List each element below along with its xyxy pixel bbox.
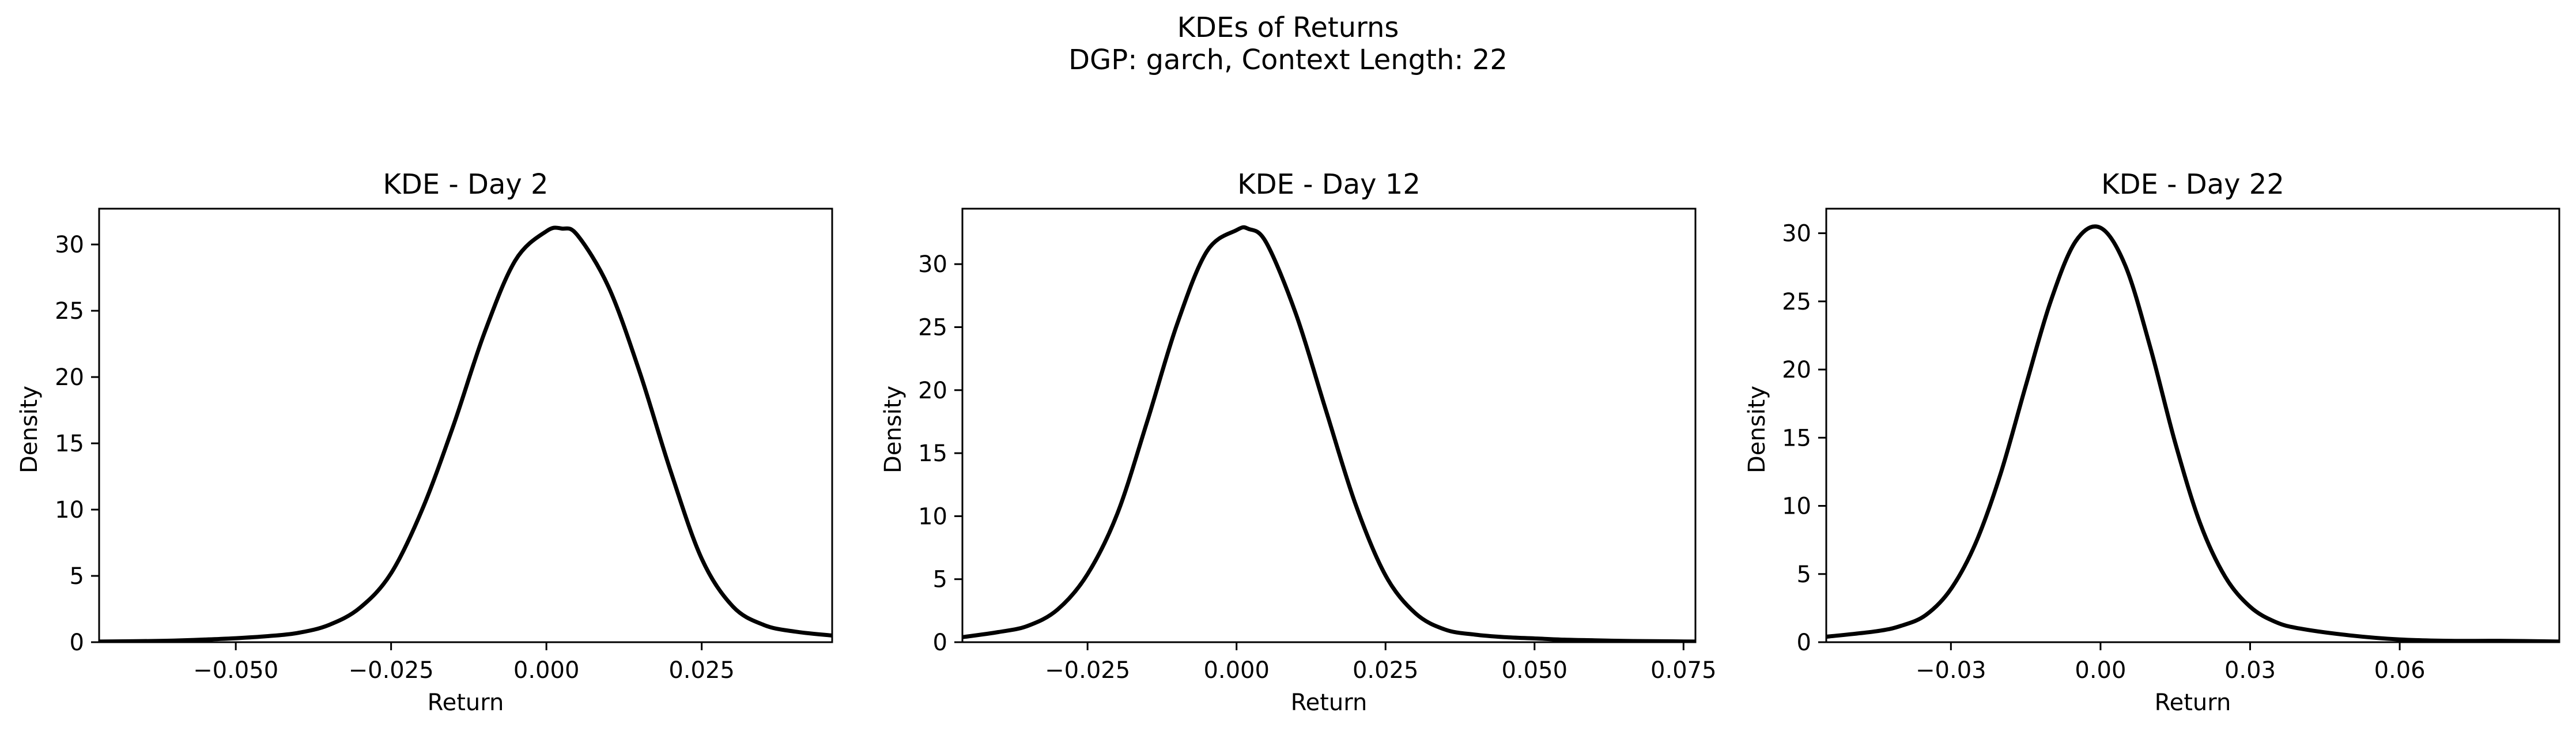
kde-line: [99, 225, 832, 642]
y-tick-label: 15: [918, 440, 947, 467]
y-axis-label: Density: [16, 386, 43, 473]
panel-title: KDE - Day 22: [2101, 168, 2284, 201]
y-axis-label: Density: [880, 386, 906, 473]
y-tick-label: 5: [70, 563, 84, 590]
y-tick-label: 15: [55, 431, 84, 457]
y-tick-label: 15: [1782, 425, 1811, 451]
plot-frame: [961, 208, 1697, 643]
y-tick-label: 30: [1782, 221, 1811, 247]
y-tick-label: 0: [933, 630, 947, 656]
y-tick-label: 10: [55, 497, 84, 523]
kde-panel-day-2: KDE - Day 2 Return Density −0.050 −0.025 0…: [16, 168, 833, 716]
y-axis-label: Density: [1744, 386, 1770, 473]
plot-frame: [98, 208, 833, 643]
y-tick-label: 0: [1797, 630, 1811, 656]
y-tick-label: 5: [933, 567, 947, 593]
kde-line: [962, 225, 1695, 642]
x-tick-label: −0.025: [349, 657, 434, 684]
x-tick-label: 0.050: [1502, 657, 1568, 684]
y-tick-label: 10: [1782, 493, 1811, 520]
x-tick-label: 0.025: [668, 657, 735, 684]
x-axis-label: Return: [2155, 689, 2231, 716]
x-axis-label: Return: [428, 689, 504, 716]
plot-frame: [1825, 208, 2560, 643]
panel-title: KDE - Day 2: [383, 168, 548, 201]
x-tick-label: −0.050: [193, 657, 278, 684]
x-tick-label: 0.025: [1353, 657, 1419, 684]
kde-line: [1826, 224, 2559, 642]
y-tick-label: 25: [55, 298, 84, 325]
y-tick-label: 25: [1782, 289, 1811, 315]
figure-title-line-2: DGP: garch, Context Length: 22: [1068, 44, 1508, 76]
x-tick-label: 0.000: [1203, 657, 1270, 684]
x-tick-label: 0.03: [2224, 657, 2276, 684]
kde-panel-day-12: KDE - Day 12 Return Density −0.025 0.000 0…: [880, 168, 1717, 716]
y-tick-label: 5: [1797, 561, 1811, 588]
x-tick-label: −0.03: [1916, 657, 1986, 684]
x-tick-label: 0.000: [513, 657, 580, 684]
x-tick-label: 0.00: [2075, 657, 2126, 684]
x-axis-label: Return: [1291, 689, 1368, 716]
y-tick-label: 25: [918, 314, 947, 341]
y-tick-label: 10: [918, 503, 947, 530]
y-tick-label: 30: [55, 232, 84, 258]
kde-panel-day-22: KDE - Day 22 Return Density −0.03 0.00 0.0…: [1744, 168, 2560, 716]
figure-title-line-1: KDEs of Returns: [1177, 12, 1399, 44]
x-tick-label: 0.075: [1650, 657, 1717, 684]
x-tick-label: −0.025: [1045, 657, 1130, 684]
y-tick-label: 20: [1782, 357, 1811, 383]
y-tick-label: 30: [918, 251, 947, 278]
y-tick-label: 0: [70, 630, 84, 656]
x-tick-label: 0.06: [2374, 657, 2426, 684]
y-tick-label: 20: [55, 364, 84, 391]
y-tick-label: 20: [918, 378, 947, 404]
panel-title: KDE - Day 12: [1237, 168, 1421, 201]
